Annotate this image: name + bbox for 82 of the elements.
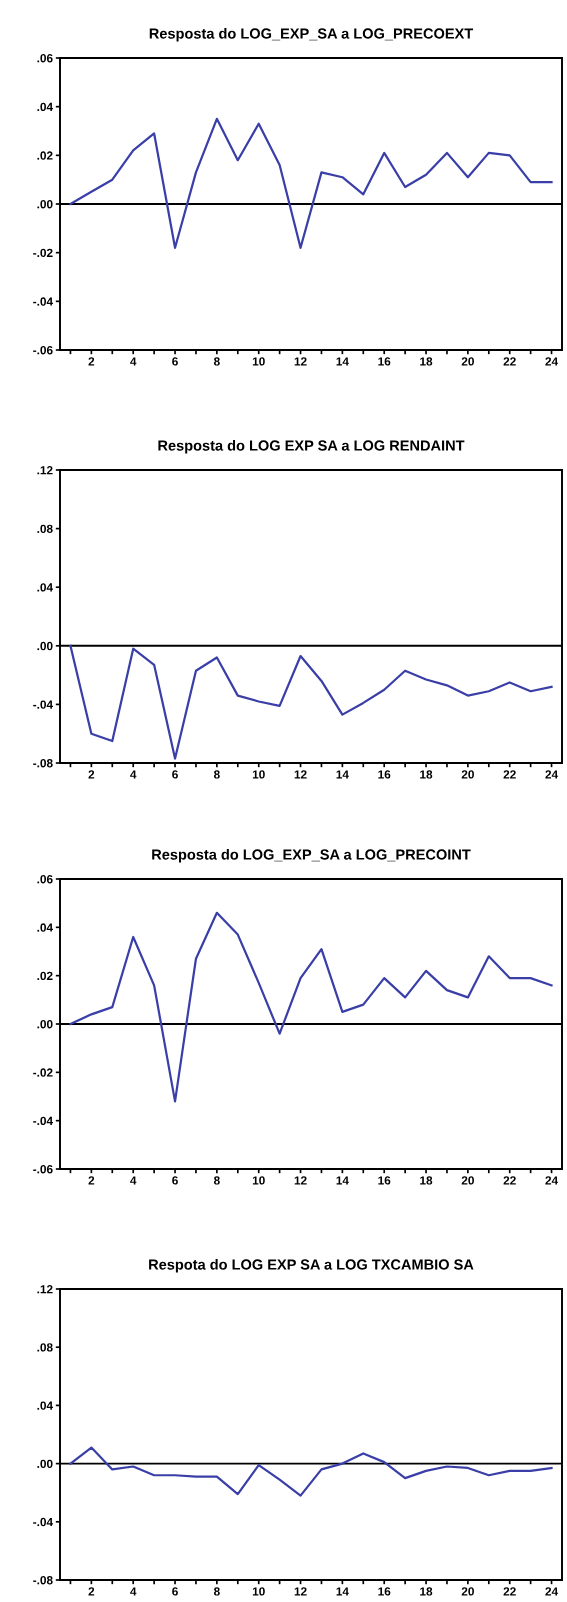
x-tick-label: 22 [503,1176,516,1185]
x-tick-label: 4 [130,1176,137,1185]
y-tick-label: -.04 [33,1517,53,1527]
x-tick-label: 14 [336,1176,349,1185]
x-tick-label: 8 [213,1176,220,1185]
y-tick-label: .04 [37,1401,53,1410]
y-tick-label: -.04 [33,1116,53,1126]
x-tick-label: 22 [503,770,516,779]
x-tick-label: 16 [378,1176,391,1185]
x-tick-label: 18 [420,1587,433,1596]
x-tick-label: 6 [172,1176,178,1185]
y-tick-label: -.02 [33,1068,53,1077]
x-tick-label: 10 [252,1176,265,1185]
y-tick-label: .12 [37,1285,53,1294]
x-tick-label: 12 [294,357,307,366]
x-tick-label: 22 [503,1587,516,1596]
line-series [69,644,553,760]
y-tick-label: .12 [37,466,53,475]
x-tick-label: 20 [461,357,474,366]
x-tick-label: 10 [252,1587,265,1596]
y-tick-label: .00 [37,1459,53,1468]
x-tick-label: 12 [294,1587,307,1596]
x-tick-label: 2 [88,1176,95,1185]
y-tick-label: -.04 [33,700,53,709]
line-series [69,911,553,1103]
x-tick-label: 16 [378,1587,391,1596]
x-tick-label: 20 [461,1176,474,1185]
x-tick-label: 18 [420,1176,433,1185]
y-tick-label: .08 [37,524,53,533]
x-tick-label: 20 [461,770,474,779]
y-tick-label: -.08 [33,759,53,768]
y-tick-label: -.06 [33,346,53,355]
y-tick-label: .00 [37,200,53,209]
x-tick-label: 8 [213,357,220,366]
y-tick-label: .04 [37,583,53,592]
y-tick-label: -.04 [33,297,53,306]
y-tick-label: -.02 [33,248,53,258]
y-tick-label: .00 [37,641,53,651]
x-tick-label: 12 [294,1176,307,1185]
x-tick-label: 18 [420,770,433,779]
chart-title: Respota do LOG EXP SA a LOG TXCAMBIO SA [149,1258,474,1273]
x-tick-label: 4 [130,770,137,779]
y-tick-label: -.06 [33,1165,53,1174]
y-tick-label: .00 [37,1020,53,1029]
x-tick-label: 14 [336,357,349,366]
x-tick-label: 14 [336,1587,349,1596]
y-tick-label: .06 [37,875,53,884]
x-tick-label: 24 [545,1587,559,1596]
x-tick-label: 10 [252,357,265,366]
x-tick-label: 8 [213,1587,220,1596]
x-tick-label: 22 [503,357,516,366]
x-tick-label: 14 [336,770,349,779]
y-tick-label: .04 [37,923,53,932]
x-tick-label: 24 [545,770,559,779]
x-tick-label: 2 [88,770,95,779]
line-series [69,117,553,249]
x-tick-label: 16 [378,357,391,366]
y-tick-label: .04 [37,102,53,112]
x-tick-label: 10 [252,770,265,779]
x-tick-label: 2 [88,357,95,366]
x-tick-label: 6 [172,770,178,779]
x-tick-label: 2 [88,1587,95,1596]
line-series [69,1446,553,1497]
y-tick-label: .02 [37,151,53,160]
y-tick-label: .02 [37,971,53,981]
x-tick-label: 6 [172,1587,178,1596]
y-tick-label: .08 [37,1343,53,1352]
x-tick-label: 8 [213,770,220,779]
x-tick-label: 6 [172,357,178,366]
y-tick-label: -.08 [33,1576,53,1585]
chart-title: Resposta do LOG_EXP_SA a LOG_PRECOINT [152,848,471,863]
x-tick-label: 24 [545,357,559,366]
x-tick-label: 4 [130,357,137,366]
chart-title: Resposta do LOG_EXP_SA a LOG_PRECOEXT [149,27,474,42]
y-tick-label: .06 [37,54,53,63]
chart-title: Resposta do LOG EXP SA a LOG RENDAINT [158,439,465,454]
x-tick-label: 16 [378,770,391,779]
x-tick-label: 12 [294,770,307,779]
x-tick-label: 18 [420,357,433,366]
x-tick-label: 24 [545,1176,559,1185]
x-tick-label: 20 [461,1587,474,1596]
x-tick-label: 4 [130,1587,137,1596]
